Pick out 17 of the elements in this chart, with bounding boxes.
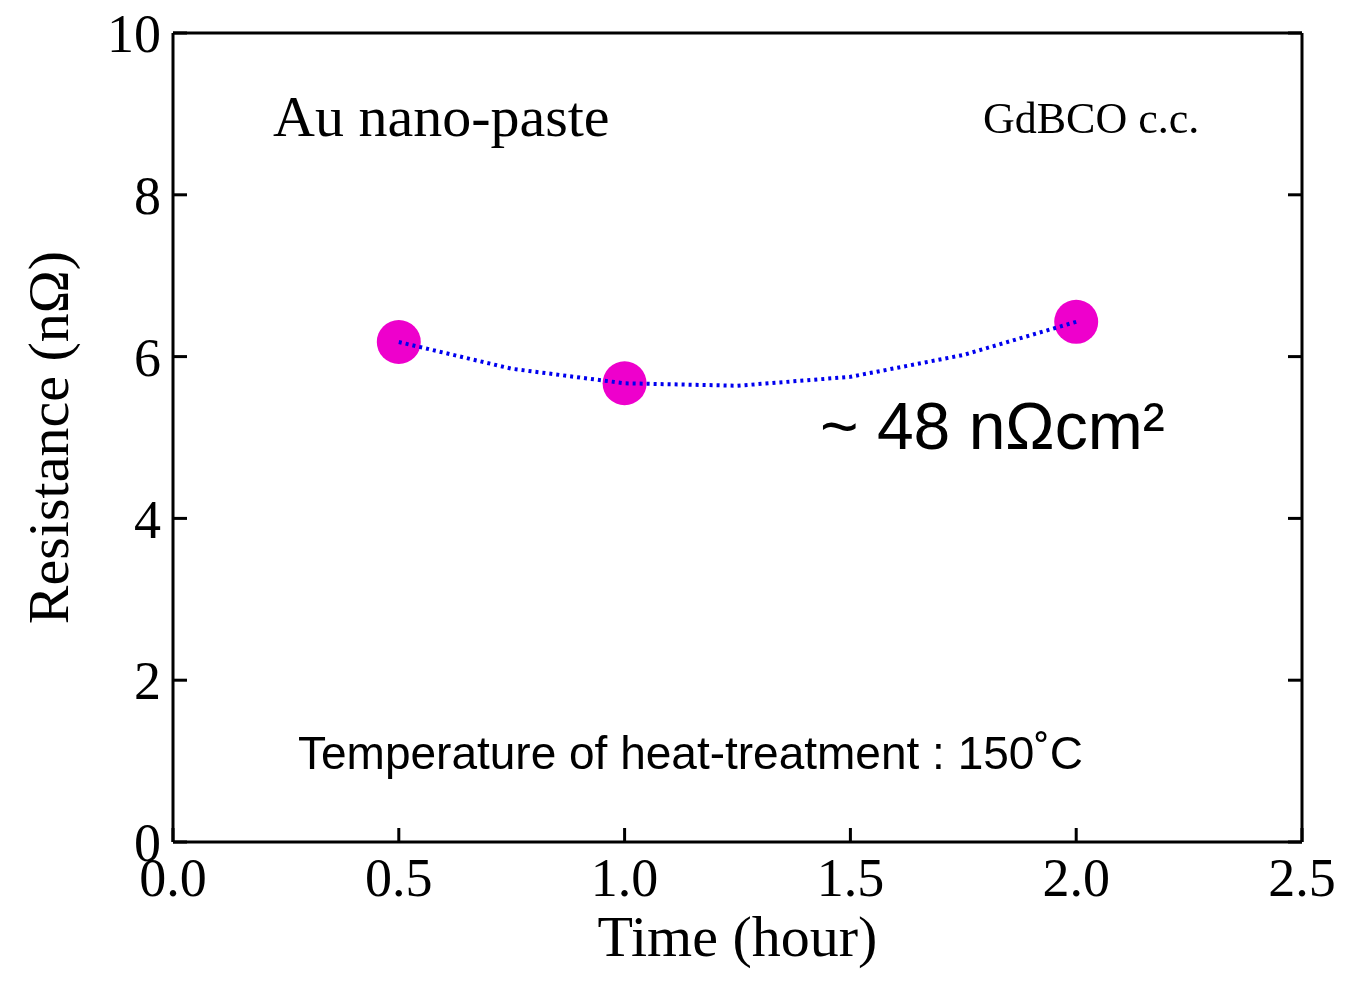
annotation: Au nano-paste [273, 83, 610, 150]
y-tick-label: 4 [134, 489, 161, 550]
y-tick-label: 2 [134, 651, 161, 712]
x-tick-label: 2.0 [1042, 848, 1110, 909]
y-tick-label: 10 [107, 4, 161, 65]
point [602, 361, 647, 406]
point [376, 320, 421, 365]
annotation: GdBCO c.c. [983, 93, 1200, 144]
x-tick-label: 0.5 [365, 848, 433, 909]
y-tick-label: 8 [134, 165, 161, 226]
line-series [396, 319, 1079, 388]
annotation: ~ 48 nΩcm² [820, 388, 1165, 464]
x-tick-label: 2.5 [1268, 848, 1336, 909]
y-tick-label: 6 [134, 327, 161, 388]
point [1054, 299, 1099, 344]
y-axis-title: Resistance (nΩ) [15, 250, 81, 625]
annotation: Temperature of heat-treatment : 150˚C [298, 726, 1083, 780]
